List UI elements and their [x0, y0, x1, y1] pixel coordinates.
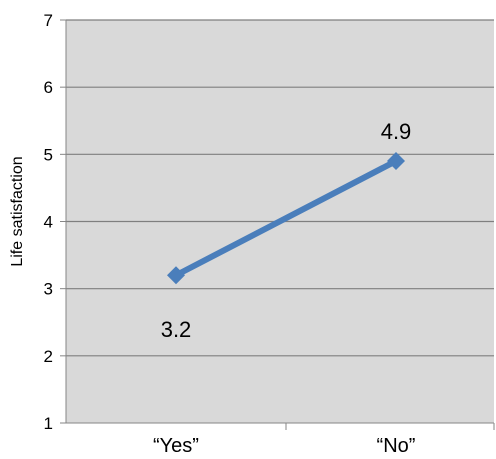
data-point-0	[167, 266, 185, 285]
y-axis-title: Life satisfaction	[9, 156, 26, 266]
y-tick-label: 4	[44, 213, 53, 232]
axes	[65, 20, 495, 430]
series-layer	[167, 152, 405, 285]
y-tick-label: 2	[44, 347, 53, 366]
x-tick-labels: “Yes” “No”	[153, 435, 415, 457]
x-tick-label: “Yes”	[153, 435, 199, 457]
x-tick-label: “No”	[377, 435, 416, 457]
y-tick-label: 1	[44, 414, 53, 433]
y-tick-label: 6	[44, 78, 53, 97]
series-line	[173, 158, 399, 279]
data-label: 4.9	[381, 119, 412, 144]
y-tick-label: 3	[44, 280, 53, 299]
data-point-1	[387, 152, 405, 171]
data-label: 3.2	[161, 317, 192, 342]
y-tick-labels: 1 2 3 4 5 6 7	[44, 11, 53, 433]
y-tick-label: 5	[44, 145, 53, 164]
data-labels: 3.2 4.9	[161, 119, 412, 342]
y-tick-label: 7	[44, 11, 53, 30]
